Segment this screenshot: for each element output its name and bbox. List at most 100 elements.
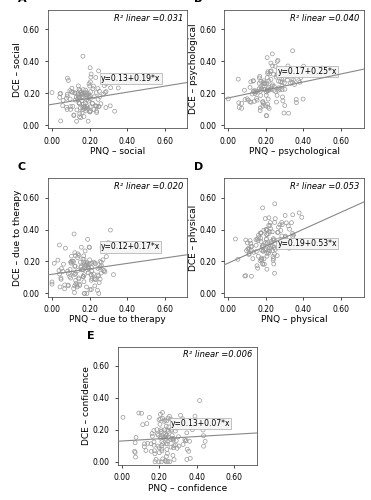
Point — [87, 108, 93, 116]
Point — [81, 100, 86, 108]
Point — [148, 440, 154, 448]
Point — [99, 262, 105, 270]
Point — [88, 286, 94, 294]
Point — [160, 455, 166, 463]
Point — [193, 417, 199, 425]
Point — [254, 262, 260, 270]
Point — [201, 442, 207, 450]
Point — [76, 280, 82, 288]
Point — [88, 70, 94, 78]
Point — [256, 79, 262, 87]
Point — [98, 269, 104, 277]
Point — [293, 98, 299, 106]
Point — [266, 84, 272, 92]
Point — [268, 76, 274, 84]
Point — [174, 444, 180, 452]
Point — [261, 255, 267, 263]
Point — [276, 77, 282, 85]
Point — [268, 237, 274, 245]
Point — [246, 246, 252, 254]
Point — [65, 281, 71, 289]
Point — [164, 426, 170, 434]
Point — [248, 98, 254, 106]
Point — [76, 275, 82, 283]
Point — [80, 272, 86, 280]
Point — [170, 452, 176, 460]
Point — [271, 260, 277, 268]
Point — [270, 252, 276, 260]
Point — [84, 91, 90, 99]
Point — [275, 228, 281, 236]
Point — [266, 104, 272, 112]
Point — [157, 420, 163, 428]
Point — [72, 262, 78, 270]
Point — [261, 86, 267, 94]
Point — [165, 438, 171, 446]
Point — [298, 74, 304, 82]
Point — [299, 214, 305, 222]
Point — [262, 86, 268, 94]
Point — [266, 249, 272, 257]
Point — [51, 260, 57, 268]
Point — [132, 448, 138, 456]
Point — [175, 432, 181, 440]
Point — [239, 100, 244, 108]
Point — [88, 92, 93, 100]
Point — [77, 100, 83, 108]
Point — [91, 92, 97, 100]
Point — [246, 250, 252, 258]
Point — [274, 92, 280, 100]
Point — [71, 112, 77, 120]
Point — [262, 214, 268, 222]
Point — [186, 448, 191, 456]
Point — [273, 98, 279, 106]
Point — [264, 252, 270, 260]
Point — [159, 438, 165, 446]
Point — [157, 410, 163, 418]
Point — [180, 440, 186, 448]
Point — [84, 89, 90, 97]
Point — [71, 230, 77, 238]
Point — [200, 426, 206, 434]
Point — [82, 247, 88, 255]
Point — [58, 264, 64, 272]
Point — [180, 415, 186, 423]
Point — [286, 225, 292, 233]
Point — [76, 100, 82, 108]
Point — [104, 252, 109, 260]
Point — [96, 272, 102, 280]
Point — [77, 94, 83, 102]
Point — [84, 260, 90, 268]
Point — [56, 241, 62, 249]
Point — [132, 439, 138, 447]
Point — [265, 86, 270, 94]
Point — [242, 272, 248, 280]
Point — [83, 86, 89, 94]
Point — [178, 419, 184, 427]
Point — [92, 259, 98, 267]
Point — [88, 88, 93, 96]
Point — [259, 243, 265, 251]
X-axis label: PNQ – due to therapy: PNQ – due to therapy — [69, 316, 166, 324]
Point — [164, 446, 170, 454]
Point — [293, 96, 299, 104]
Point — [83, 96, 89, 104]
Point — [58, 274, 64, 282]
Point — [80, 255, 86, 263]
Point — [290, 76, 296, 84]
Point — [276, 240, 282, 248]
Point — [102, 88, 108, 96]
Point — [80, 272, 86, 280]
Point — [85, 264, 91, 272]
Point — [262, 80, 268, 88]
Point — [57, 94, 63, 102]
Point — [84, 94, 90, 102]
Point — [80, 92, 86, 100]
Point — [272, 214, 278, 222]
Point — [264, 112, 270, 120]
Point — [79, 109, 85, 117]
Point — [196, 419, 202, 427]
Point — [97, 264, 103, 272]
Point — [79, 90, 85, 98]
Point — [58, 117, 63, 125]
